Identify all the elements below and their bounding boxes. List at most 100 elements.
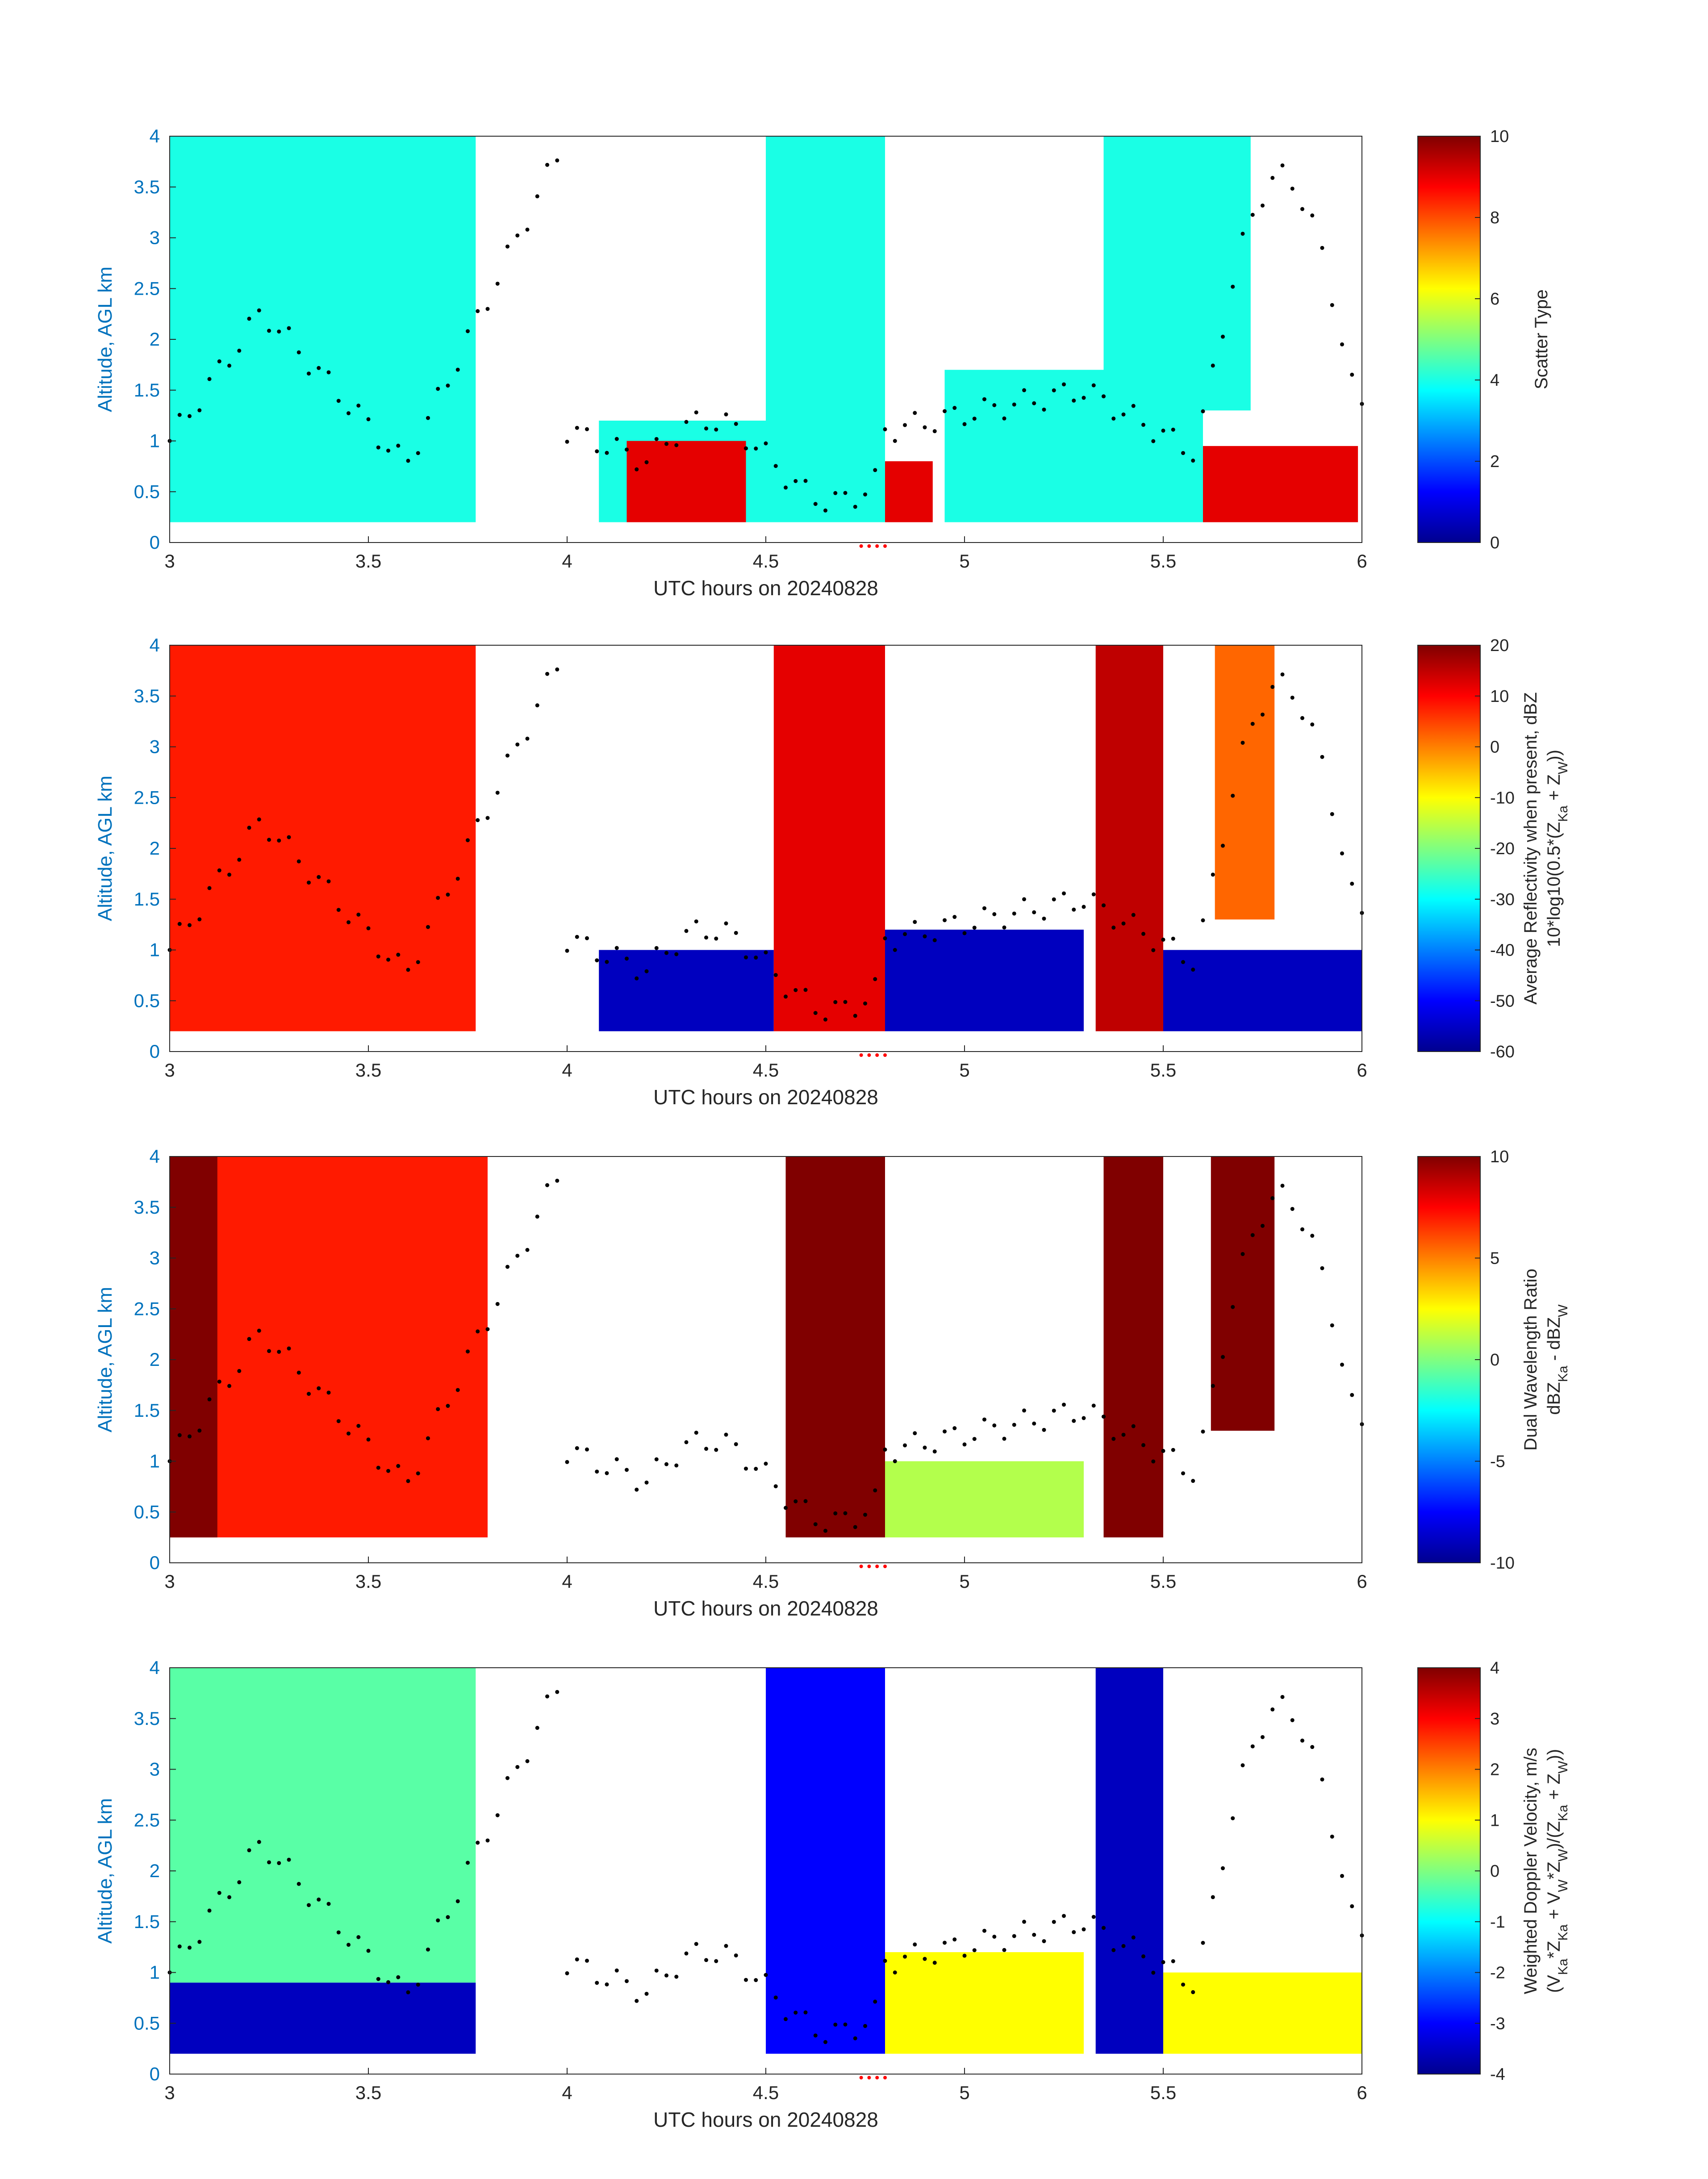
track-point (1191, 968, 1195, 972)
track-point (972, 1437, 977, 1441)
track-point (714, 427, 718, 432)
track-point (1082, 1927, 1086, 1932)
track-point (267, 1349, 271, 1353)
y-tick-label: 2.5 (134, 278, 160, 299)
track-point (1062, 1403, 1066, 1407)
track-point (396, 952, 401, 957)
colorbar-tick-label: -2 (1490, 1964, 1505, 1983)
track-point (734, 1442, 738, 1446)
track-point (893, 1970, 897, 1974)
track-point (1250, 722, 1255, 726)
track-point (227, 872, 231, 877)
colorbar-tick-label: 5 (1490, 1249, 1499, 1268)
colorbar-tick-label: 10 (1490, 127, 1509, 146)
track-point (744, 1978, 748, 1982)
track-point (784, 2017, 788, 2021)
track-point (893, 1459, 897, 1463)
track-point (724, 1432, 728, 1437)
track-point (416, 451, 420, 455)
track-point (1072, 398, 1076, 403)
time-marker (875, 1053, 879, 1057)
colorbar-tick-label: 1 (1490, 1811, 1499, 1830)
track-point (734, 422, 738, 426)
track-point (694, 919, 698, 924)
track-point (466, 1349, 470, 1354)
colorbar-tick-label: 3 (1490, 1710, 1499, 1728)
data-field (1095, 645, 1163, 1031)
track-point (1072, 1419, 1076, 1423)
track-point (962, 1954, 967, 1958)
track-point (1032, 1933, 1036, 1937)
track-point (883, 936, 887, 940)
track-point (595, 1469, 599, 1474)
track-point (1350, 1393, 1354, 1397)
track-point (684, 929, 689, 933)
track-point (724, 1944, 728, 1948)
track-point (525, 736, 530, 741)
track-point (287, 1858, 291, 1862)
track-point (932, 1961, 937, 1965)
track-point (1211, 1895, 1215, 1899)
track-point (932, 938, 937, 943)
y-tick-label: 2 (150, 1349, 160, 1370)
track-point (525, 1759, 530, 1763)
track-point (943, 1941, 947, 1945)
data-field (773, 645, 885, 1031)
track-point (1250, 213, 1255, 217)
track-point (813, 2033, 818, 2038)
track-point (903, 1954, 907, 1959)
y-axis-label: Altitude, AGL km (94, 267, 116, 412)
track-point (386, 448, 390, 453)
track-point (197, 1428, 202, 1433)
track-point (455, 1388, 460, 1392)
track-point (326, 879, 331, 884)
track-point (694, 410, 698, 415)
y-axis-label: Altitude, AGL km (94, 1287, 116, 1432)
track-point (515, 742, 520, 747)
track-point (1032, 1421, 1036, 1426)
track-point (635, 467, 639, 472)
track-point (386, 1980, 390, 1984)
track-point (754, 956, 758, 960)
y-tick-label: 3 (150, 1248, 160, 1269)
y-tick-label: 2 (150, 838, 160, 859)
track-point (784, 1506, 788, 1510)
track-point (326, 1390, 331, 1395)
track-point (505, 753, 509, 758)
track-point (923, 934, 927, 939)
track-point (1201, 409, 1205, 413)
track-point (605, 960, 609, 964)
colorbar-tick-label: 20 (1490, 636, 1509, 655)
track-point (1350, 1904, 1354, 1908)
track-point (1091, 1403, 1096, 1408)
track-point (347, 920, 351, 924)
x-tick-label: 4 (562, 551, 572, 572)
track-point (336, 1930, 341, 1935)
track-point (1181, 1983, 1185, 1987)
track-point (903, 423, 907, 427)
track-point (1310, 722, 1315, 727)
track-point (754, 1467, 758, 1471)
colorbar-label-formula: 10*log10(0.5*(ZKa + ZW)) (1544, 750, 1570, 947)
x-tick-label: 5.5 (1150, 1060, 1176, 1081)
track-point (1072, 1930, 1076, 1934)
y-tick-label: 4 (150, 1657, 160, 1678)
x-tick-label: 4.5 (753, 551, 779, 572)
track-point (1042, 916, 1046, 921)
track-point (535, 703, 539, 708)
track-point (277, 329, 281, 334)
track-point (307, 881, 311, 885)
track-point (416, 1983, 420, 1987)
track-point (555, 1690, 560, 1694)
track-point (1012, 1934, 1016, 1938)
track-point (932, 1449, 937, 1454)
track-point (416, 1471, 420, 1476)
track-point (1012, 1423, 1016, 1427)
data-field (766, 136, 885, 522)
y-tick-label: 1 (150, 939, 160, 960)
colorbar-tick-label: -1 (1490, 1913, 1505, 1932)
track-point (1171, 1959, 1175, 1963)
track-point (784, 994, 788, 999)
track-point (843, 1511, 848, 1515)
track-point (247, 826, 251, 830)
